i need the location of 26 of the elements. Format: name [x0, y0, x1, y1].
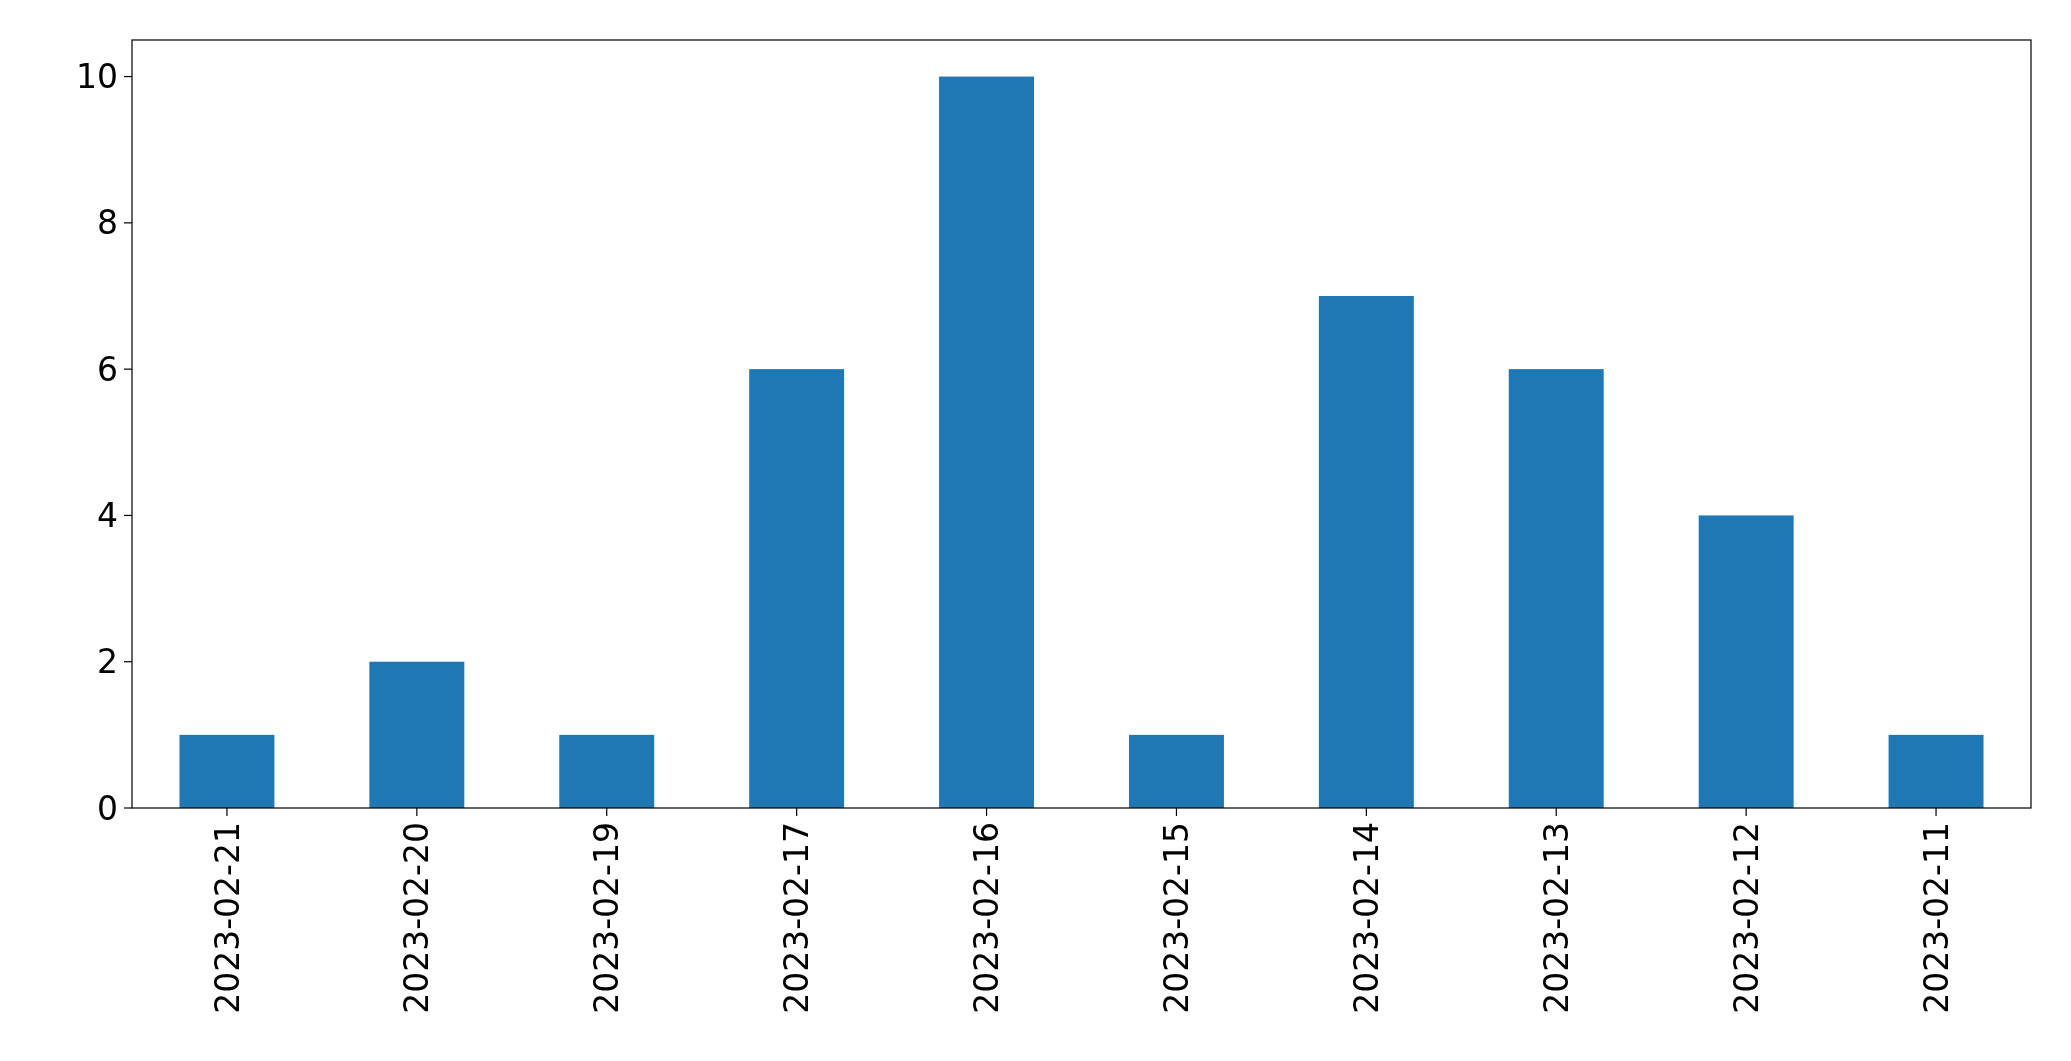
bar — [369, 661, 465, 808]
x-tick-label: 2023-02-14 — [1346, 822, 1386, 1014]
y-tick-label: 8 — [97, 203, 118, 243]
bar — [1318, 296, 1414, 808]
bar — [1128, 734, 1224, 808]
x-tick-label: 2023-02-12 — [1726, 822, 1766, 1014]
x-tick-label: 2023-02-20 — [397, 822, 437, 1014]
x-tick-label: 2023-02-13 — [1536, 822, 1576, 1014]
bar — [1508, 369, 1604, 808]
x-tick-label: 2023-02-15 — [1157, 822, 1196, 1014]
bar — [559, 734, 655, 808]
bar — [749, 369, 845, 808]
bar — [939, 76, 1035, 808]
y-tick-label: 6 — [97, 349, 118, 389]
x-tick-label: 2023-02-17 — [777, 822, 817, 1014]
bar — [1698, 515, 1794, 808]
x-tick-label: 2023-02-16 — [967, 822, 1007, 1014]
x-tick-label: 2023-02-21 — [207, 822, 247, 1014]
y-tick-label: 4 — [97, 495, 118, 535]
bar — [179, 734, 275, 808]
y-tick-label: 0 — [97, 788, 118, 828]
x-tick-label: 2023-02-11 — [1916, 822, 1956, 1014]
y-tick-label: 2 — [97, 642, 118, 682]
x-tick-label: 2023-02-19 — [587, 822, 627, 1014]
bar — [1888, 734, 1984, 808]
y-tick-label: 10 — [76, 57, 118, 97]
